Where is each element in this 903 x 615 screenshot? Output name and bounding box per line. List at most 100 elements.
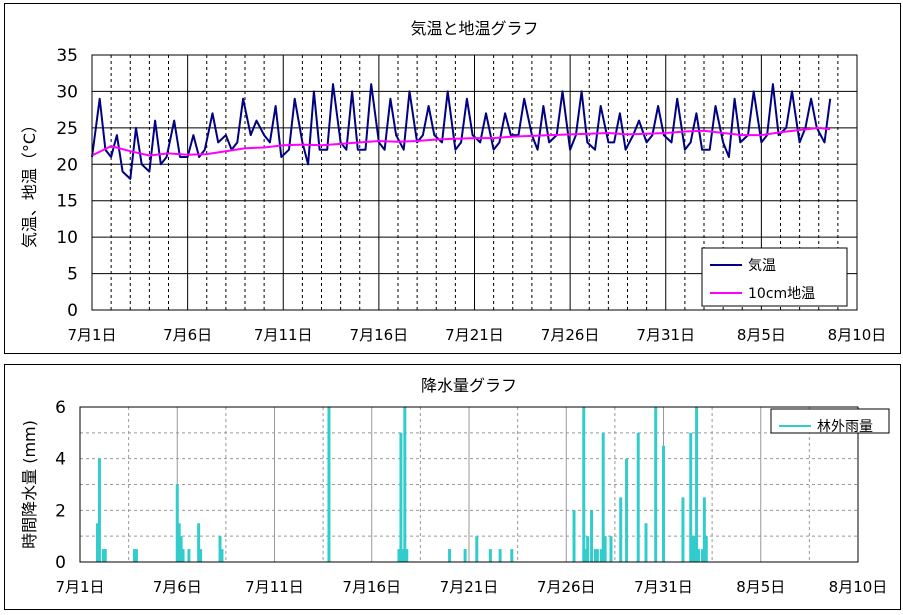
x-tick-label: 7月1日 [67, 326, 116, 344]
rain-bar [625, 458, 629, 562]
rain-bar [101, 549, 105, 562]
x-tick-label: 7月11日 [254, 326, 313, 344]
rain-bar [609, 536, 613, 562]
legend-box [701, 247, 848, 307]
rainfall-chart-panel: 降水量グラフ 0 2 4 6 7月1日 7月6日 7月11日 7月16日 7月21日 7月26日 7月… [4, 364, 901, 610]
temperature-chart: 気温と地温グラフ 0 5 10 15 20 25 30 35 7月1日 7月6日 7月11日 7月16日… [20, 19, 887, 344]
x-tick-label: 7月26日 [541, 326, 600, 344]
temperature-chart-panel: 気温と地温グラフ 0 5 10 15 20 25 30 35 7月1日 7月6日 7月11日 7月16日… [4, 3, 901, 354]
x-tick-label: 7月21日 [440, 578, 499, 596]
series-line-soil-temperature [91, 126, 831, 157]
rain-bar [399, 432, 403, 562]
y-tick-label: 15 [56, 192, 78, 212]
x-tick-label: 7月31日 [636, 326, 695, 344]
legend-box [770, 408, 890, 434]
rain-bar [132, 549, 136, 562]
rain-bar [401, 549, 405, 562]
x-tick-label: 7月16日 [342, 578, 401, 596]
rain-bar [702, 497, 706, 562]
x-tick-label: 7月16日 [350, 326, 409, 344]
y-tick-label: 0 [67, 301, 78, 321]
x-tick-label: 7月26日 [537, 578, 596, 596]
rain-bar [405, 549, 409, 562]
rain-bar [327, 407, 331, 562]
rain-bar [582, 407, 586, 562]
rain-bar [584, 549, 588, 562]
rainfall-chart: 降水量グラフ 0 2 4 6 7月1日 7月6日 7月11日 7月16日 7月21日 7月26日 7月… [20, 376, 890, 596]
rain-bar [97, 458, 101, 562]
rain-bar [700, 549, 704, 562]
legend-label: 林外雨量 [817, 419, 873, 435]
y-tick-label: 4 [55, 450, 66, 470]
rain-bar [475, 536, 479, 562]
rain-bar [595, 549, 599, 562]
rain-bar [181, 549, 185, 562]
chart-title: 気温と地温グラフ [410, 19, 538, 38]
rain-bar [218, 536, 222, 562]
rain-bar [397, 549, 401, 562]
rain-bar [704, 536, 708, 562]
x-tick-label: 7月6日 [163, 326, 212, 344]
x-tick-label: 7月31日 [634, 578, 693, 596]
rain-bar [644, 523, 648, 562]
y-axis-label: 時間降水量 (mm) [20, 420, 39, 549]
y-tick-label: 30 [56, 82, 78, 102]
rain-bar [654, 407, 658, 562]
legend-label: 気温 [748, 258, 776, 274]
legend-label: 10cm地温 [748, 286, 815, 302]
y-tick-label: 6 [55, 398, 66, 418]
rain-bar [498, 549, 502, 562]
rain-bar [463, 549, 467, 562]
x-tick-label: 8月10日 [829, 578, 888, 596]
series-line-air-temperature [91, 83, 832, 180]
y-tick-label: 0 [55, 553, 66, 573]
rain-bar [403, 407, 407, 562]
rain-bar [179, 536, 183, 562]
x-tick-label: 8月5日 [737, 326, 786, 344]
rain-bar [199, 549, 203, 562]
rain-bar [603, 536, 607, 562]
y-tick-label: 35 [56, 46, 78, 66]
rain-bar [187, 549, 191, 562]
rain-bar [599, 549, 603, 562]
y-tick-label: 20 [56, 155, 78, 175]
plot-frame [91, 54, 858, 311]
x-tick-label: 7月6日 [153, 578, 202, 596]
rain-bar [590, 510, 594, 562]
rain-bar [197, 523, 201, 562]
chart-title: 降水量グラフ [421, 376, 517, 395]
rain-bar [691, 536, 695, 562]
rain-bar [695, 407, 699, 562]
x-tick-label: 7月21日 [445, 326, 504, 344]
y-tick-label: 25 [56, 119, 78, 139]
y-tick-label: 5 [67, 265, 78, 285]
rain-bar [586, 536, 590, 562]
rain-bar [572, 510, 576, 562]
x-tick-label: 7月1日 [55, 578, 104, 596]
rain-bar [619, 497, 623, 562]
rain-bar [601, 432, 605, 562]
rain-bar [689, 432, 693, 562]
y-axis-label: 気温、地温（°C） [20, 117, 39, 248]
y-tick-label: 10 [56, 228, 78, 248]
rain-bar [681, 497, 685, 562]
rain-bar [175, 484, 179, 562]
rain-bar [177, 523, 181, 562]
plot-frame [79, 406, 859, 563]
rain-bar [488, 549, 492, 562]
y-tick-label: 2 [55, 501, 66, 521]
rain-bar [510, 549, 514, 562]
x-tick-label: 8月10日 [828, 326, 887, 344]
rain-bar [448, 549, 452, 562]
rain-bar [593, 549, 597, 562]
rain-bar [96, 523, 100, 562]
rain-bar [693, 536, 697, 562]
rain-bar [103, 549, 107, 562]
x-tick-label: 7月11日 [245, 578, 304, 596]
x-tick-label: 8月5日 [736, 578, 785, 596]
rain-bar [134, 549, 138, 562]
rain-bar [636, 432, 640, 562]
rain-bar [697, 549, 701, 562]
rain-bar [220, 549, 224, 562]
rain-bar [662, 445, 665, 562]
